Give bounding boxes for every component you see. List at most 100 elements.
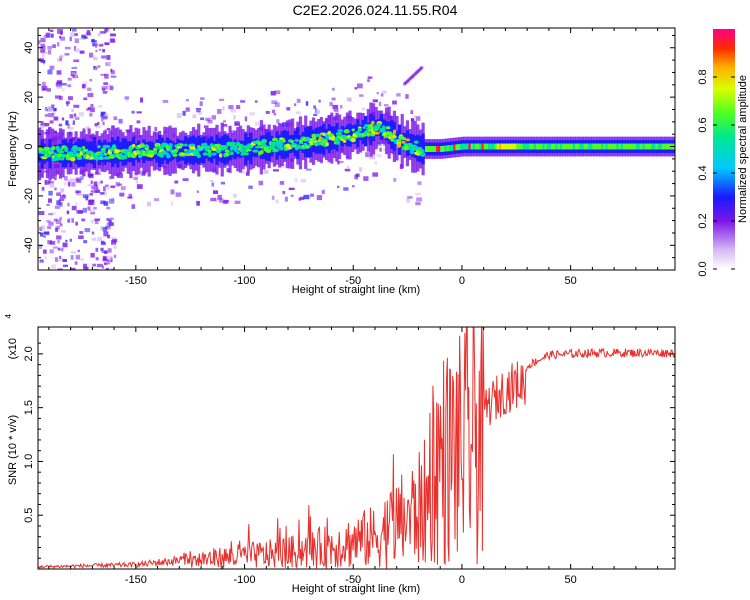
spectrogram-cell [70,156,76,162]
spectrogram-cell [44,180,47,185]
colorbar-label: Normalized spectral amplitude [737,75,749,223]
spectrogram-cell [55,225,60,230]
spectrogram-cell [651,143,655,150]
spectrogram-cell [136,120,141,124]
spectrogram-cell [364,123,369,128]
spectrogram-cell [664,143,668,150]
spectrogram-cell [110,185,116,189]
spectrogram-cell [405,94,409,99]
spectrogram-cell [109,85,114,91]
spectrogram-cell [542,143,546,150]
spectrogram-cell [400,133,404,149]
spectrogram-cell [174,180,179,184]
spectrogram-cell [113,245,117,249]
spectrogram-cell [631,143,635,150]
spectrogram-cell [488,143,492,150]
spectrogram-cell [97,65,101,68]
spectrogram-cell [644,143,648,150]
spectrogram-cell [113,116,118,121]
spectrogram-cell [354,174,359,180]
spectrogram-cell [48,190,53,196]
spectrogram-cell [42,249,47,254]
spectrogram-cell [97,236,103,242]
spectrogram-cell [653,143,657,150]
spectrogram-cell [535,143,539,150]
spectrogram-cell [481,143,485,150]
spectrogram-cell [222,123,228,127]
spectrogram-cell [299,139,304,143]
spectrogram-cell [103,82,109,85]
spectrogram-cell [63,182,69,186]
spectrogram-cell [546,143,550,150]
spectrogram-cell [39,48,46,52]
spectrogram-cell [39,226,43,231]
spectrogram-cell [88,199,95,205]
spectrogram-cell [290,139,294,144]
spectrogram-cell [383,148,386,151]
spectrogram-cell [646,143,650,150]
spectrogram-cell [337,185,340,189]
spectrogram-cell [98,153,104,158]
spectrogram-frame [37,27,676,271]
spectrogram-cell [77,210,83,214]
spectrogram-cell [128,193,133,199]
spectrogram-cell [106,222,111,227]
spectrogram-cell [544,143,548,150]
spectrogram-cell [133,176,138,181]
spectrogram-cell [107,259,111,265]
spectrogram-cell [374,131,380,135]
spectrogram-cell [131,204,136,209]
spectrogram-cell [40,232,44,237]
spectrogram-cell [509,143,513,150]
spectrogram-cell [111,197,115,202]
colorbar-tick-label: 0.4 [697,165,709,180]
spectrogram-cell [345,124,350,147]
spectrogram-cell [269,143,276,149]
spectrogram-cell [110,33,116,37]
spectrogram-cell [633,143,637,150]
spectrogram-cell [67,77,72,81]
spectrogram-cell [87,92,94,98]
spectrogram-cell [89,193,94,196]
spectrogram-cell [57,58,63,62]
spectrogram-cell [127,196,133,199]
spectrogram-cell [44,51,48,55]
spectrogram-cell [75,117,80,120]
spectrogram-cell [46,88,51,92]
spectrogram-cell [223,120,227,123]
spectrogram-cell [300,178,307,183]
spectrogram-cell [611,143,615,150]
spectrogram-cell [41,186,45,191]
spectrogram-cell [112,238,118,243]
spectrogram-cell [40,123,45,129]
spectrogram-cell [249,112,255,116]
spectrogram-cell [100,241,106,246]
spectrogram-cell [65,239,68,243]
spectrogram-cell [461,143,465,150]
spectrogram-cell [40,43,46,48]
spectrogram-cell [103,262,108,265]
spectrogram-cell [64,52,70,56]
spectrogram-cell [123,148,127,152]
spectrogram-cell [406,198,410,203]
spectrogram-cell [592,143,596,150]
spectrogram-cell [236,105,241,109]
spectrogram-cell [374,161,377,165]
spectrogram-cell [240,100,246,103]
spectrogram-cell [66,210,70,215]
spectrogram-cell [40,121,44,126]
spectrogram-cell [524,143,528,150]
spectrogram-cell [581,143,585,150]
spectrogram-cell [43,34,49,38]
spectrogram-cell [265,150,272,153]
spectrogram-cell [189,143,196,147]
spectrogram-cell [395,130,399,146]
spectrogram-cell [105,186,110,190]
spectrogram-cell [104,250,108,254]
spectrogram-cell [54,205,61,209]
spectrogram-cell [83,266,89,270]
spectrogram-cell [78,235,84,239]
spectrogram-cell [251,139,256,157]
y-tick-label: 1.5 [23,400,35,415]
spectrogram-cell [306,168,312,171]
